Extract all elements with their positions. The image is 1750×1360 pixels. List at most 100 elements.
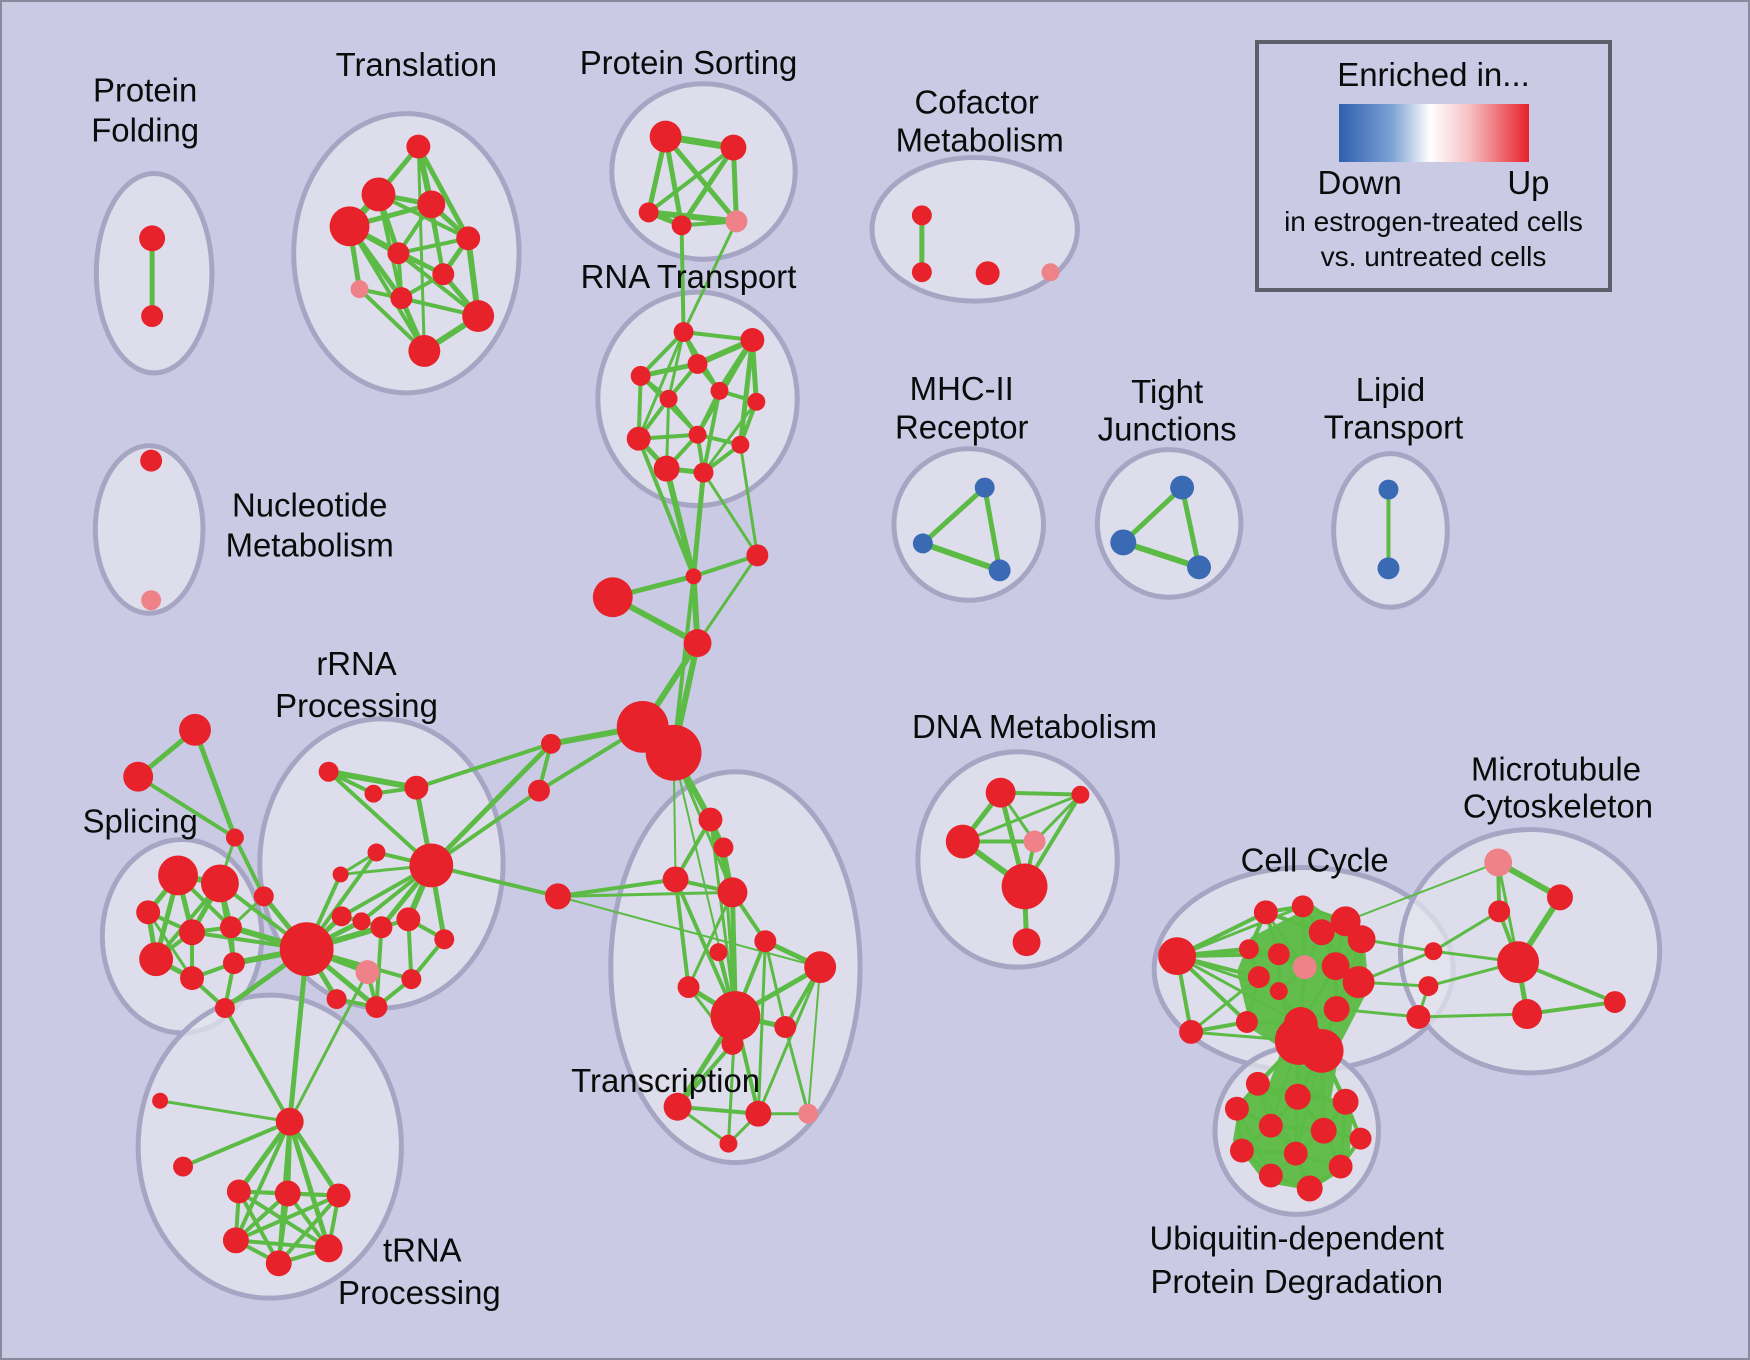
network-node <box>988 559 1011 582</box>
network-node <box>709 943 728 962</box>
legend-gradient-bar <box>1338 104 1529 162</box>
network-node <box>370 916 393 939</box>
network-node <box>1291 895 1314 918</box>
network-node <box>673 322 694 342</box>
network-node <box>1603 991 1626 1014</box>
network-node <box>136 900 161 925</box>
network-node <box>974 477 995 498</box>
cluster-label-nucleotide-metabolism-line1: Nucleotide <box>232 486 387 523</box>
network-edge <box>738 443 759 557</box>
network-node <box>1258 1163 1283 1188</box>
network-edge <box>646 145 736 215</box>
cluster-label-nucleotide-metabolism-line2: Metabolism <box>226 526 394 563</box>
network-node <box>685 568 702 585</box>
network-node <box>1377 557 1400 580</box>
network-node <box>731 435 750 454</box>
network-node <box>179 713 211 746</box>
network-node <box>798 1103 819 1124</box>
network-node <box>179 919 205 946</box>
network-node <box>911 262 932 283</box>
network-node <box>626 426 651 451</box>
network-node <box>1321 952 1350 981</box>
network-edge <box>663 465 697 580</box>
network-edge <box>1179 485 1202 570</box>
network-node <box>683 629 712 658</box>
network-node <box>1323 996 1350 1022</box>
network-node <box>1229 1138 1254 1163</box>
network-node <box>1328 1154 1353 1179</box>
network-node <box>314 1234 343 1263</box>
network-node <box>1158 937 1197 976</box>
network-node <box>663 1092 692 1121</box>
network-node <box>390 287 413 310</box>
network-node <box>1110 529 1137 556</box>
network-node <box>528 779 550 802</box>
network-edge <box>287 1119 332 1251</box>
network-node <box>745 1100 772 1127</box>
cluster-label-lipid-transport-line2: Transport <box>1324 409 1464 446</box>
network-node <box>225 828 244 847</box>
network-edge <box>555 877 678 899</box>
network-edge <box>347 224 427 353</box>
network-node <box>1488 900 1511 923</box>
network-edge <box>325 768 420 791</box>
network-node <box>540 733 561 754</box>
network-node <box>1299 1028 1344 1073</box>
network-node <box>214 998 235 1019</box>
network-node <box>401 969 422 990</box>
network-node <box>671 215 692 236</box>
network-node <box>1484 848 1513 877</box>
network-node <box>1187 555 1212 580</box>
network-node <box>592 577 633 618</box>
network-edge <box>236 1189 281 1266</box>
network-node <box>659 389 678 408</box>
legend-up-label: Up <box>1507 164 1550 201</box>
network-edge <box>233 1119 292 1243</box>
network-node <box>1342 966 1375 999</box>
network-edge <box>663 134 739 224</box>
network-edge <box>374 925 384 1010</box>
network-node <box>200 864 239 903</box>
network-edge <box>326 769 434 868</box>
cluster-label-mhc-ii-receptor-line1: MHC-II <box>910 370 1014 407</box>
cluster-label-microtubule-cytoskeleton-line1: Microtubule <box>1471 751 1641 788</box>
legend-scale-row: Down Up <box>1318 164 1550 202</box>
cluster-label-rrna-processing-line1: rRNA <box>316 645 396 682</box>
network-node <box>1347 925 1376 954</box>
network-node <box>456 226 481 251</box>
network-node <box>434 929 455 950</box>
network-edge <box>982 485 1003 573</box>
cluster-label-lipid-transport-line1: Lipid <box>1356 371 1426 408</box>
network-node <box>141 590 162 611</box>
network-node <box>352 912 371 931</box>
network-node <box>698 807 723 832</box>
network-edge <box>637 330 686 441</box>
network-node <box>1247 966 1270 989</box>
network-node <box>1424 942 1443 961</box>
network-node <box>364 784 383 803</box>
network-node <box>687 353 708 374</box>
cluster-label-cofactor-metabolism-line1: Cofactor <box>915 84 1039 121</box>
network-node <box>1292 955 1317 980</box>
network-node <box>911 205 932 226</box>
network-node <box>361 177 396 212</box>
network-node <box>721 1032 744 1055</box>
network-node <box>396 907 421 932</box>
cluster-label-protein-folding-line1: Protein <box>93 72 197 109</box>
network-edge <box>961 793 1082 844</box>
network-node <box>226 1179 251 1204</box>
network-edge <box>702 400 758 475</box>
network-edge <box>415 144 471 241</box>
network-node <box>355 960 380 985</box>
network-node <box>1296 1175 1323 1202</box>
cluster-label-transcription: Transcription <box>571 1062 760 1099</box>
network-edge <box>396 251 481 319</box>
network-node <box>720 134 747 161</box>
network-node <box>274 1180 301 1207</box>
cluster-ellipse-lipid-transport <box>1331 451 1450 610</box>
network-node <box>408 335 441 367</box>
network-node <box>406 134 431 159</box>
network-node <box>222 1227 249 1254</box>
network-node <box>1179 1019 1204 1044</box>
cluster-ellipse-mhc-ii-receptor <box>891 446 1046 603</box>
